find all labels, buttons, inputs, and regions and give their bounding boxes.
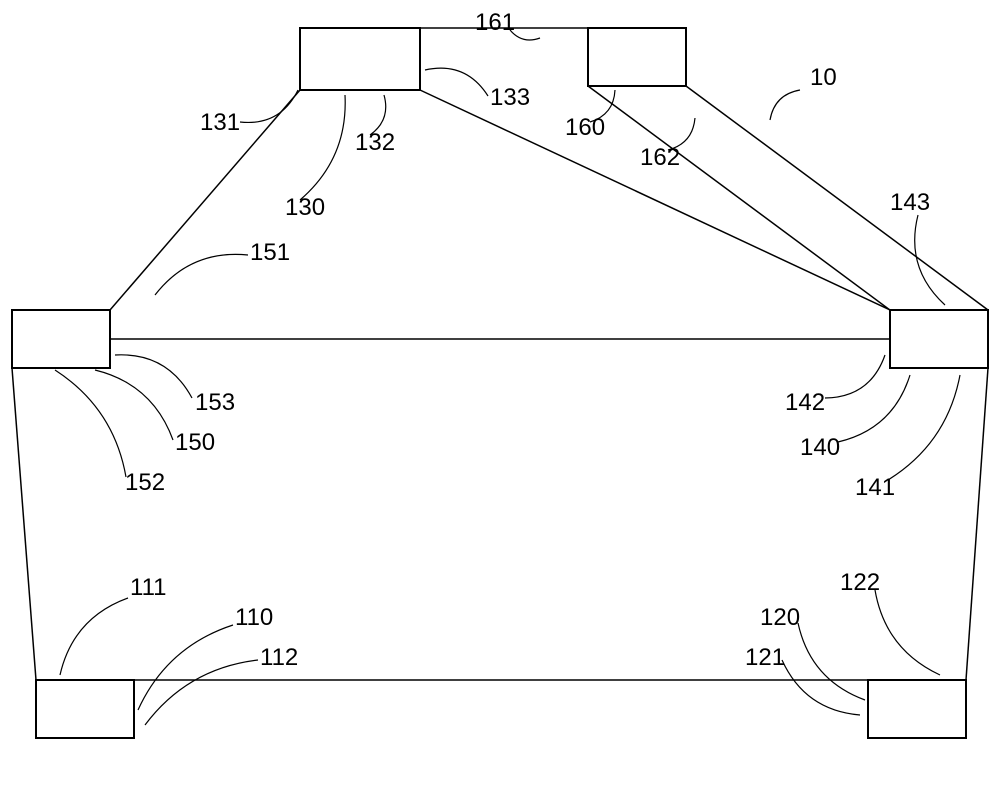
label-l110: 110 (235, 604, 273, 631)
leader-l131 (240, 90, 298, 122)
node-n150 (12, 310, 110, 368)
edge (12, 368, 36, 680)
label-l151: 151 (250, 239, 290, 266)
labels-layer: 10 130 131 132 133 160 161 162 150 151 152 153 140 14… (125, 9, 930, 671)
node-n140 (890, 310, 988, 368)
label-l142: 142 (785, 389, 825, 416)
leader-l143 (915, 215, 945, 305)
label-l143: 143 (890, 189, 930, 216)
leader-l110 (138, 625, 233, 710)
leader-l150 (95, 370, 173, 440)
label-l150: 150 (175, 429, 215, 456)
label-l140: 140 (800, 434, 840, 461)
edge (420, 90, 890, 310)
label-l152: 152 (125, 469, 165, 496)
leader-l121 (782, 660, 860, 715)
node-n130 (300, 28, 420, 90)
edge (966, 368, 988, 680)
leader-l133 (425, 68, 488, 96)
label-l131: 131 (200, 109, 240, 136)
leader-l120 (798, 623, 865, 700)
label-l112: 112 (260, 644, 298, 671)
label-l160: 160 (565, 114, 605, 141)
leader-l151 (155, 254, 248, 295)
label-l10: 10 (810, 64, 837, 91)
leader-l122 (875, 590, 940, 675)
label-l162: 162 (640, 144, 680, 171)
diagram-canvas: 10 130 131 132 133 160 161 162 150 151 152 153 140 14… (0, 0, 1000, 788)
label-l111: 111 (130, 574, 166, 601)
node-n110 (36, 680, 134, 738)
node-n160 (588, 28, 686, 86)
label-l132: 132 (355, 129, 395, 156)
leader-l112 (145, 660, 258, 725)
edge (686, 86, 988, 310)
leader-l141 (888, 375, 960, 480)
leader-l153 (115, 355, 192, 398)
leader-l10 (770, 90, 800, 120)
leader-l130 (300, 95, 345, 200)
leader-l111 (60, 598, 128, 675)
label-l120: 120 (760, 604, 800, 631)
leader-l140 (838, 375, 910, 442)
label-l161: 161 (475, 9, 515, 36)
leader-l142 (825, 355, 885, 398)
node-n120 (868, 680, 966, 738)
label-l121: 121 (745, 644, 785, 671)
label-l122: 122 (840, 569, 880, 596)
nodes-layer (12, 28, 988, 738)
label-l130: 130 (285, 194, 325, 221)
label-l141: 141 (855, 474, 895, 501)
leader-l152 (55, 370, 126, 477)
leaders-layer (55, 30, 960, 725)
label-l133: 133 (490, 84, 530, 111)
label-l153: 153 (195, 389, 235, 416)
edge (588, 86, 890, 310)
